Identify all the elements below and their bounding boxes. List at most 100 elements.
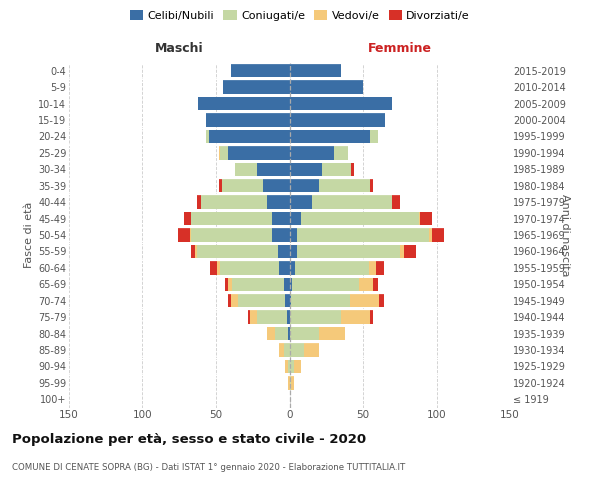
Bar	[290, 261, 295, 274]
Bar	[290, 294, 291, 308]
Bar	[290, 310, 341, 324]
Legend: Celibi/Nubili, Coniugati/e, Vedovi/e, Divorziati/e: Celibi/Nubili, Coniugati/e, Vedovi/e, Di…	[125, 6, 475, 25]
Bar	[290, 327, 319, 340]
Bar	[334, 146, 348, 160]
Bar	[272, 212, 290, 226]
Bar	[404, 244, 416, 258]
Bar	[295, 261, 369, 274]
Bar	[351, 162, 354, 176]
Bar	[257, 310, 287, 324]
Bar	[219, 179, 222, 192]
Bar	[191, 228, 272, 241]
Bar	[263, 179, 290, 192]
Bar	[400, 244, 404, 258]
Y-axis label: Anni di nascita: Anni di nascita	[560, 194, 570, 276]
Bar	[290, 97, 392, 110]
Bar	[257, 162, 290, 176]
Bar	[220, 261, 279, 274]
Bar	[373, 278, 378, 291]
Bar	[220, 146, 228, 160]
Bar	[225, 278, 228, 291]
Bar	[184, 212, 191, 226]
Text: COMUNE DI CENATE SOPRA (BG) - Dati ISTAT 1° gennaio 2020 - Elaborazione TUTTITAL: COMUNE DI CENATE SOPRA (BG) - Dati ISTAT…	[12, 462, 405, 471]
Bar	[199, 97, 290, 110]
Bar	[190, 228, 191, 241]
Bar	[290, 162, 322, 176]
Bar	[275, 327, 288, 340]
Bar	[230, 64, 290, 78]
Bar	[370, 130, 378, 143]
Bar	[290, 244, 297, 258]
Bar	[191, 244, 196, 258]
Bar	[370, 179, 373, 192]
Bar	[284, 344, 290, 356]
Bar	[284, 278, 290, 291]
Bar	[290, 344, 304, 356]
Bar	[228, 294, 230, 308]
Bar	[297, 228, 429, 241]
Bar	[232, 278, 284, 291]
Bar	[268, 327, 275, 340]
Bar	[288, 327, 290, 340]
Bar	[285, 294, 290, 308]
Bar	[210, 261, 217, 274]
Bar	[287, 310, 290, 324]
Text: Popolazione per età, sesso e stato civile - 2020: Popolazione per età, sesso e stato civil…	[12, 432, 366, 446]
Text: Femmine: Femmine	[368, 42, 432, 55]
Bar	[319, 327, 346, 340]
Bar	[279, 344, 284, 356]
Bar	[279, 261, 290, 274]
Bar	[432, 228, 444, 241]
Bar	[297, 244, 400, 258]
Bar	[278, 244, 290, 258]
Bar	[222, 179, 263, 192]
Bar	[290, 114, 385, 126]
Bar	[292, 278, 359, 291]
Bar	[228, 278, 232, 291]
Bar	[379, 294, 383, 308]
Bar	[369, 261, 376, 274]
Bar	[350, 294, 379, 308]
Bar	[322, 162, 351, 176]
Bar	[288, 360, 290, 373]
Bar	[359, 278, 373, 291]
Y-axis label: Fasce di età: Fasce di età	[23, 202, 34, 268]
Bar	[429, 228, 432, 241]
Bar	[235, 162, 257, 176]
Bar	[341, 310, 370, 324]
Bar	[291, 294, 350, 308]
Bar	[217, 261, 220, 274]
Bar	[290, 278, 292, 291]
Bar	[290, 130, 370, 143]
Bar	[290, 196, 311, 209]
Bar	[370, 310, 373, 324]
Bar	[421, 212, 432, 226]
Bar	[250, 310, 257, 324]
Bar	[290, 212, 301, 226]
Bar	[209, 130, 290, 143]
Bar	[294, 360, 301, 373]
Bar	[319, 179, 370, 192]
Bar	[311, 196, 392, 209]
Bar	[191, 212, 272, 226]
Bar	[238, 294, 285, 308]
Bar	[178, 228, 190, 241]
Bar	[223, 80, 290, 94]
Bar	[290, 146, 334, 160]
Bar	[219, 146, 220, 160]
Bar	[291, 376, 294, 390]
Bar	[230, 294, 238, 308]
Text: Maschi: Maschi	[155, 42, 203, 55]
Bar	[290, 80, 363, 94]
Bar	[268, 196, 290, 209]
Bar	[285, 360, 288, 373]
Bar	[272, 228, 290, 241]
Bar	[288, 376, 290, 390]
Bar	[197, 244, 278, 258]
Bar	[197, 196, 202, 209]
Bar	[228, 146, 290, 160]
Bar	[202, 196, 268, 209]
Bar	[304, 344, 319, 356]
Bar	[206, 114, 290, 126]
Bar	[290, 179, 319, 192]
